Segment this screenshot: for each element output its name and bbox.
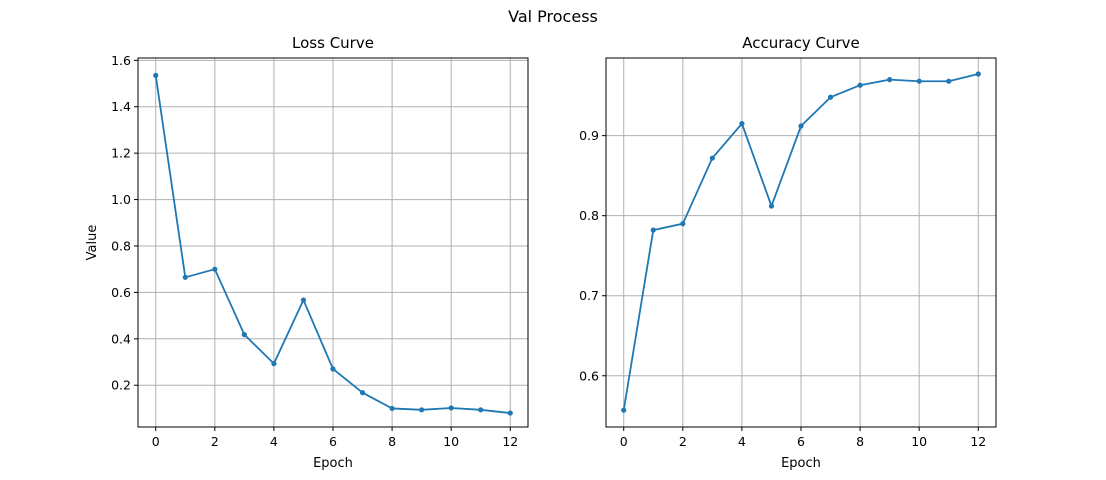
accuracy-data-point bbox=[680, 221, 686, 227]
loss-y-axis-label: Value bbox=[85, 225, 100, 261]
accuracy-y-tick-label: 0.6 bbox=[579, 368, 599, 383]
loss-y-tick-label: 0.4 bbox=[111, 331, 131, 346]
loss-data-point bbox=[359, 390, 366, 396]
accuracy-data-point bbox=[946, 78, 952, 84]
loss-y-tick-label: 1.0 bbox=[111, 192, 131, 207]
loss-x-tick-label: 8 bbox=[388, 434, 396, 449]
loss-x-tick-label: 2 bbox=[211, 434, 219, 449]
loss-data-point bbox=[389, 405, 395, 412]
accuracy-axes-frame bbox=[605, 57, 997, 428]
accuracy-y-tick-label: 0.8 bbox=[579, 208, 599, 223]
loss-x-tick-label: 12 bbox=[502, 434, 518, 449]
loss-y-tick-label: 1.6 bbox=[111, 53, 131, 68]
accuracy-x-tick-label: 0 bbox=[620, 434, 628, 449]
loss-y-tick-label: 1.4 bbox=[111, 99, 131, 114]
accuracy-data-point bbox=[768, 203, 775, 209]
loss-y-tick-label: 0.8 bbox=[111, 238, 131, 253]
loss-x-tick-label: 4 bbox=[270, 434, 278, 449]
loss-x-tick-label: 10 bbox=[443, 434, 459, 449]
loss-chart: 0 2 4 6 8 10 12 0.2 0.4 0.6 0.8 1.0 1.2 1.4 1.6 Loss Cu… bbox=[85, 34, 529, 471]
loss-data-point bbox=[212, 266, 218, 272]
accuracy-x-tick-label: 10 bbox=[911, 434, 927, 449]
accuracy-x-tick-label: 4 bbox=[738, 434, 746, 449]
loss-y-tick-label: 0.6 bbox=[111, 285, 131, 300]
loss-data-point bbox=[241, 332, 247, 338]
accuracy-y-tick-label: 0.9 bbox=[579, 128, 599, 143]
loss-data-point bbox=[182, 274, 188, 280]
accuracy-x-tick-label: 6 bbox=[797, 434, 805, 449]
accuracy-data-point bbox=[709, 155, 715, 161]
accuracy-data-point bbox=[621, 407, 627, 413]
loss-data-point bbox=[330, 366, 336, 372]
loss-x-axis-label: Epoch bbox=[313, 456, 353, 471]
accuracy-chart: 0 2 4 6 8 10 12 0.6 0.7 0.8 0.9 Accuracy Curve Epoch bbox=[579, 34, 997, 471]
accuracy-data-point bbox=[857, 82, 863, 88]
loss-chart-title: Loss Curve bbox=[292, 34, 374, 52]
accuracy-data-point bbox=[650, 227, 656, 233]
accuracy-y-tick-label: 0.7 bbox=[579, 288, 599, 303]
accuracy-x-tick-label: 12 bbox=[970, 434, 986, 449]
accuracy-x-axis-label: Epoch bbox=[781, 456, 821, 471]
accuracy-x-tick-label: 2 bbox=[679, 434, 687, 449]
loss-y-tick-label: 1.2 bbox=[111, 146, 131, 161]
loss-data-point bbox=[448, 405, 454, 411]
loss-axes-frame bbox=[137, 57, 529, 428]
accuracy-data-point bbox=[798, 123, 804, 129]
loss-y-tick-label: 0.2 bbox=[111, 378, 131, 393]
accuracy-data-point bbox=[827, 94, 834, 100]
loss-data-point bbox=[300, 297, 307, 303]
loss-data-point bbox=[271, 361, 277, 367]
accuracy-data-point bbox=[739, 121, 745, 127]
figure-title: Val Process bbox=[508, 7, 598, 26]
accuracy-data-point bbox=[916, 78, 922, 84]
loss-x-tick-label: 6 bbox=[329, 434, 337, 449]
loss-data-point bbox=[478, 407, 484, 413]
loss-x-tick-label: 0 bbox=[152, 434, 160, 449]
accuracy-data-point bbox=[975, 71, 981, 77]
accuracy-data-point bbox=[887, 77, 893, 83]
accuracy-x-tick-label: 8 bbox=[856, 434, 864, 449]
loss-data-point bbox=[153, 72, 159, 79]
loss-data-point bbox=[507, 410, 513, 416]
accuracy-chart-title: Accuracy Curve bbox=[742, 34, 860, 52]
loss-data-point bbox=[419, 407, 425, 413]
